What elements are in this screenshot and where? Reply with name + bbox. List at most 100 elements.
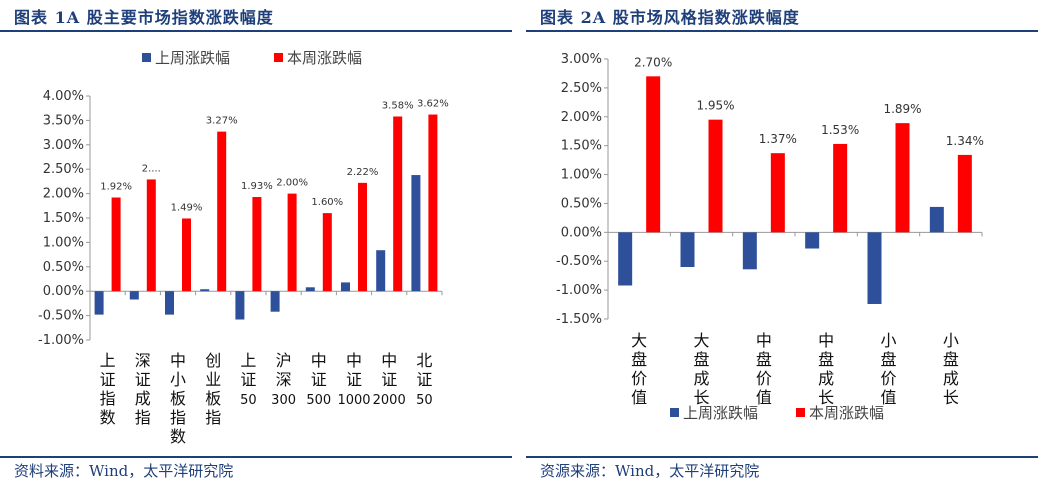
this-week-bar-9 — [428, 114, 438, 292]
data-label: 1.92% — [100, 182, 132, 193]
data-label: 1.89% — [883, 102, 921, 116]
last-week-bar-7 — [341, 282, 350, 292]
data-label: 3.58% — [382, 100, 414, 111]
right-source-rule — [526, 456, 1038, 458]
legend-this-week-swatch — [274, 53, 283, 62]
category-label: 深证成指 — [135, 351, 151, 427]
data-label: 1.53% — [821, 123, 859, 137]
this-week-bar-0 — [111, 197, 121, 292]
y-tick-label: 0.00% — [561, 225, 602, 240]
last-week-bar-2 — [165, 291, 174, 315]
last-week-bar-4 — [235, 291, 245, 320]
legend-last-week-swatch — [670, 408, 679, 417]
category-label: 大盘价值 — [631, 331, 647, 407]
y-tick-label: -1.50% — [556, 312, 602, 327]
category-label: 大盘成长 — [693, 331, 709, 407]
legend-this-week-swatch — [796, 408, 805, 417]
last-week-bar-5 — [270, 291, 280, 312]
category-label: 小盘成长 — [943, 331, 959, 407]
y-tick-label: -0.50% — [38, 309, 84, 324]
data-label: 2.00% — [276, 178, 308, 189]
left-source-note: 资料来源：Wind，太平洋研究院 — [14, 462, 234, 480]
left-bar-chart: -1.00% -0.50% 0.00% 0.50% 1.00% 1.50% 2.00% 2.5… — [38, 49, 449, 446]
last-week-bar-3 — [805, 232, 820, 249]
last-week-bar-0 — [94, 291, 104, 315]
data-label: 2.70% — [634, 55, 672, 69]
category-label: 中小板指数 — [170, 351, 186, 446]
last-week-bar-1 — [680, 232, 695, 267]
this-week-bar-3 — [833, 143, 848, 233]
last-week-bar-0 — [618, 232, 633, 286]
left-source-rule — [0, 456, 512, 458]
this-week-bar-5 — [287, 193, 297, 292]
data-label: 1.93% — [241, 181, 273, 192]
category-label: 中盘成长 — [818, 331, 834, 407]
y-tick-label: -1.00% — [556, 283, 602, 298]
y-tick-label: 2.50% — [561, 81, 602, 96]
this-week-bar-1 — [146, 179, 156, 292]
last-week-bar-6 — [305, 287, 315, 292]
data-label: 2.22% — [347, 167, 379, 178]
y-tick-label: -1.00% — [38, 333, 84, 348]
y-tick-label: 2.50% — [43, 162, 84, 177]
category-label: 小盘价值 — [880, 331, 896, 407]
y-tick-label: 0.50% — [561, 196, 602, 211]
data-label: 3.27% — [206, 116, 238, 127]
this-week-bar-4 — [895, 123, 910, 233]
y-tick-label: 1.00% — [43, 235, 84, 250]
data-label: 1.95% — [696, 99, 734, 113]
category-label: 中盘价值 — [756, 331, 772, 407]
this-week-bar-7 — [358, 182, 367, 292]
y-tick-label: 2.00% — [43, 187, 84, 202]
right-source-note: 资源来源：Wind，太平洋研究院 — [540, 462, 760, 480]
y-tick-label: 1.00% — [561, 168, 602, 183]
last-week-bar-3 — [200, 289, 210, 292]
last-week-bar-9 — [411, 175, 421, 292]
category-label: 沪深 300 — [271, 351, 296, 408]
last-week-bar-8 — [376, 250, 386, 292]
legend-last-week-label: 上周涨跌幅 — [683, 404, 758, 422]
this-week-bar-4 — [252, 197, 262, 292]
category-label: 中证 1000 — [337, 351, 370, 408]
right-title-rule — [526, 30, 1038, 32]
right-chart-title: 图表 2A 股市场风格指数涨跌幅度 — [540, 8, 800, 27]
legend-this-week-label: 本周涨跌幅 — [809, 404, 884, 422]
this-week-bar-8 — [393, 116, 403, 292]
this-week-bar-5 — [957, 154, 972, 233]
category-label: 北证 50 — [416, 351, 433, 408]
last-week-bar-4 — [867, 232, 882, 304]
data-label: 1.37% — [759, 132, 797, 146]
left-panel: 图表 1A 股主要市场指数涨跌幅度 -1.00% -0.50% 0.00% 0.50%… — [0, 0, 512, 488]
left-chart-title: 图表 1A 股主要市场指数涨跌幅度 — [14, 8, 274, 27]
category-label: 创业板指 — [205, 351, 221, 427]
this-week-bar-1 — [708, 119, 723, 233]
category-label: 上证 50 — [240, 351, 257, 408]
category-label: 中证 2000 — [373, 351, 406, 408]
this-week-bar-2 — [182, 218, 191, 292]
y-tick-label: 0.00% — [43, 284, 84, 299]
y-tick-label: 3.00% — [561, 52, 602, 67]
y-tick-label: 3.50% — [43, 113, 84, 128]
data-label: 3.62% — [417, 99, 449, 110]
this-week-bar-2 — [770, 153, 785, 233]
y-tick-label: -0.50% — [556, 254, 602, 269]
y-tick-label: 0.50% — [43, 260, 84, 275]
category-label: 上证指数 — [100, 351, 116, 427]
data-label: 1.34% — [946, 134, 984, 148]
y-tick-label: 1.50% — [561, 139, 602, 154]
this-week-bar-0 — [646, 76, 661, 233]
y-tick-label: 1.50% — [43, 211, 84, 226]
legend-this-week-label: 本周涨跌幅 — [287, 49, 362, 67]
y-tick-label: 3.00% — [43, 138, 84, 153]
data-label: 1.49% — [171, 202, 203, 213]
legend-last-week-label: 上周涨跌幅 — [155, 49, 230, 67]
last-week-bar-5 — [929, 206, 944, 233]
left-title-rule — [0, 30, 512, 32]
y-tick-label: 4.00% — [43, 89, 84, 104]
y-tick-label: 2.00% — [561, 110, 602, 125]
last-week-bar-2 — [742, 232, 757, 270]
right-bar-chart: -1.50% -1.00% -0.50% 0.00% 0.50% 1.00% 1.50% 2.… — [556, 52, 984, 422]
category-label: 中证 500 — [306, 351, 331, 408]
this-week-bar-3 — [217, 131, 227, 292]
legend-last-week-swatch — [142, 53, 151, 62]
